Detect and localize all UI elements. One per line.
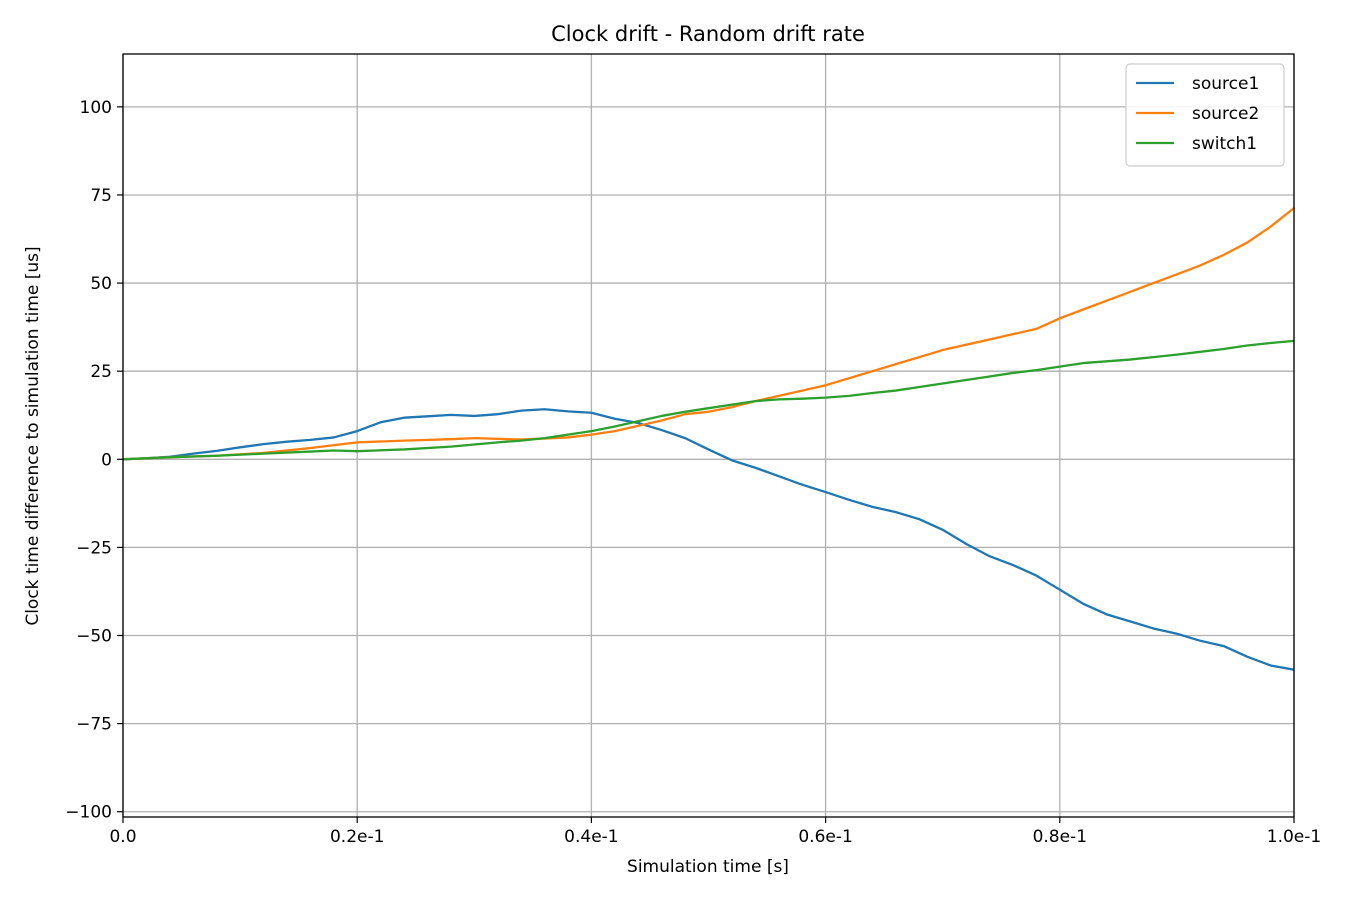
- y-tick-label: 50: [90, 274, 112, 294]
- y-tick-label: 0: [101, 450, 112, 470]
- x-tick-label: 0.8e-1: [1033, 827, 1087, 847]
- series-line-source1: [122, 408, 1295, 671]
- legend-label-source2: source2: [1192, 104, 1259, 124]
- y-tick-label: −100: [65, 803, 112, 823]
- x-tick-label: 0.4e-1: [564, 827, 618, 847]
- x-tick-label: 1.0e-1: [1267, 827, 1321, 847]
- legend-label-source1: source1: [1192, 74, 1259, 94]
- legend: source1 source2 switch1: [1125, 63, 1285, 167]
- y-tick-label: 100: [80, 98, 112, 118]
- y-tick-label: −75: [76, 715, 112, 735]
- y-tick-label: −50: [76, 627, 112, 647]
- y-tick-label: −25: [76, 538, 112, 558]
- legend-box: [1125, 63, 1285, 167]
- series-line-source2: [122, 207, 1295, 461]
- x-tick-label: 0.6e-1: [798, 827, 852, 847]
- x-axis-title: Simulation time [s]: [627, 857, 789, 877]
- y-tick-label: 25: [90, 362, 112, 382]
- chart-title: Clock drift - Random drift rate: [551, 22, 865, 46]
- x-tick-label: 0.0: [109, 827, 136, 847]
- plot-frame: [122, 53, 1295, 818]
- grid: [122, 54, 1295, 817]
- legend-label-switch1: switch1: [1192, 134, 1257, 154]
- y-axis-ticks: 100 75 50 25 0 −25 −50 −75 −100: [65, 98, 123, 823]
- series-line-switch1: [122, 339, 1295, 461]
- series-lines: [122, 207, 1295, 671]
- y-tick-label: 75: [90, 186, 112, 206]
- y-axis-title: Clock time difference to simulation time…: [23, 246, 43, 625]
- x-axis-ticks: 0.0 0.2e-1 0.4e-1 0.6e-1 0.8e-1 1.0e-1: [109, 817, 1321, 847]
- x-tick-label: 0.2e-1: [330, 827, 384, 847]
